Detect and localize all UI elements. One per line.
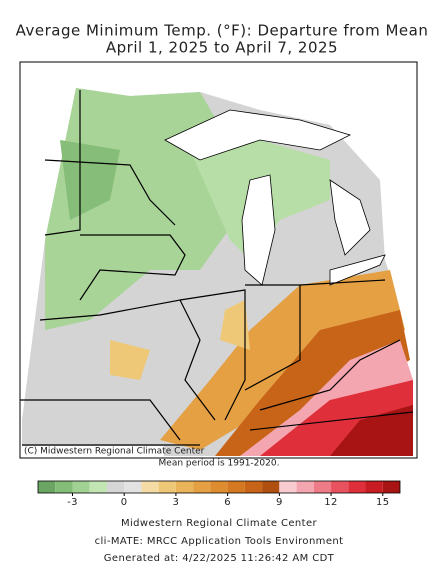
tick-label: 15 bbox=[376, 497, 390, 508]
warm-area bbox=[215, 310, 410, 456]
color-swatch bbox=[89, 481, 107, 493]
subtitle: April 1, 2025 to April 7, 2025 bbox=[106, 39, 338, 57]
color-swatch bbox=[193, 481, 211, 493]
color-swatch bbox=[313, 481, 332, 493]
color-swatch bbox=[38, 481, 56, 493]
cool-area bbox=[60, 140, 120, 220]
color-swatch bbox=[227, 481, 245, 493]
warm-area bbox=[110, 300, 250, 380]
footer-line: cli-MATE: MRCC Application Tools Environ… bbox=[95, 536, 344, 547]
tick-label: 0 bbox=[121, 497, 128, 508]
colorbar: -3 0 3 6 9 12 15 bbox=[37, 480, 401, 508]
warm-area bbox=[160, 270, 405, 450]
color-swatch bbox=[279, 481, 297, 493]
color-swatch bbox=[365, 481, 383, 493]
lake-huron bbox=[329, 179, 371, 256]
color-swatch bbox=[296, 481, 314, 493]
state-lines bbox=[20, 90, 414, 446]
color-swatch bbox=[55, 481, 73, 493]
color-swatch bbox=[124, 481, 142, 493]
color-swatch bbox=[72, 481, 90, 493]
footer-line: Generated at: 4/22/2025 11:26:42 AM CDT bbox=[104, 553, 335, 564]
tick-label: -3 bbox=[67, 497, 78, 508]
colorbar-frame bbox=[37, 480, 401, 494]
hot-area bbox=[330, 405, 413, 456]
color-swatch bbox=[210, 481, 228, 493]
color-swatch bbox=[175, 481, 194, 493]
color-swatch bbox=[158, 481, 176, 493]
tick-label: 3 bbox=[173, 497, 180, 508]
color-swatch bbox=[106, 481, 125, 493]
map: (C) Midwestern Regional Climate Center bbox=[19, 61, 418, 459]
lake-superior bbox=[164, 109, 352, 161]
tick-label: 12 bbox=[324, 497, 338, 508]
copyright: (C) Midwestern Regional Climate Center bbox=[24, 447, 205, 457]
mean-period: Mean period is 1991-2020. bbox=[159, 459, 280, 469]
copyright-box bbox=[22, 446, 164, 456]
title: Average Minimum Temp. (°F): Departure fr… bbox=[16, 22, 429, 40]
color-swatch bbox=[262, 481, 280, 493]
color-swatch bbox=[141, 481, 159, 493]
tick-label: 6 bbox=[224, 497, 231, 508]
color-swatch bbox=[331, 481, 349, 493]
color-swatch bbox=[348, 481, 366, 493]
footer-line: Midwestern Regional Climate Center bbox=[121, 518, 318, 529]
color-swatch bbox=[244, 481, 263, 493]
color-swatch bbox=[382, 481, 400, 493]
lake-erie bbox=[329, 254, 386, 286]
tick-label: 9 bbox=[276, 497, 283, 508]
